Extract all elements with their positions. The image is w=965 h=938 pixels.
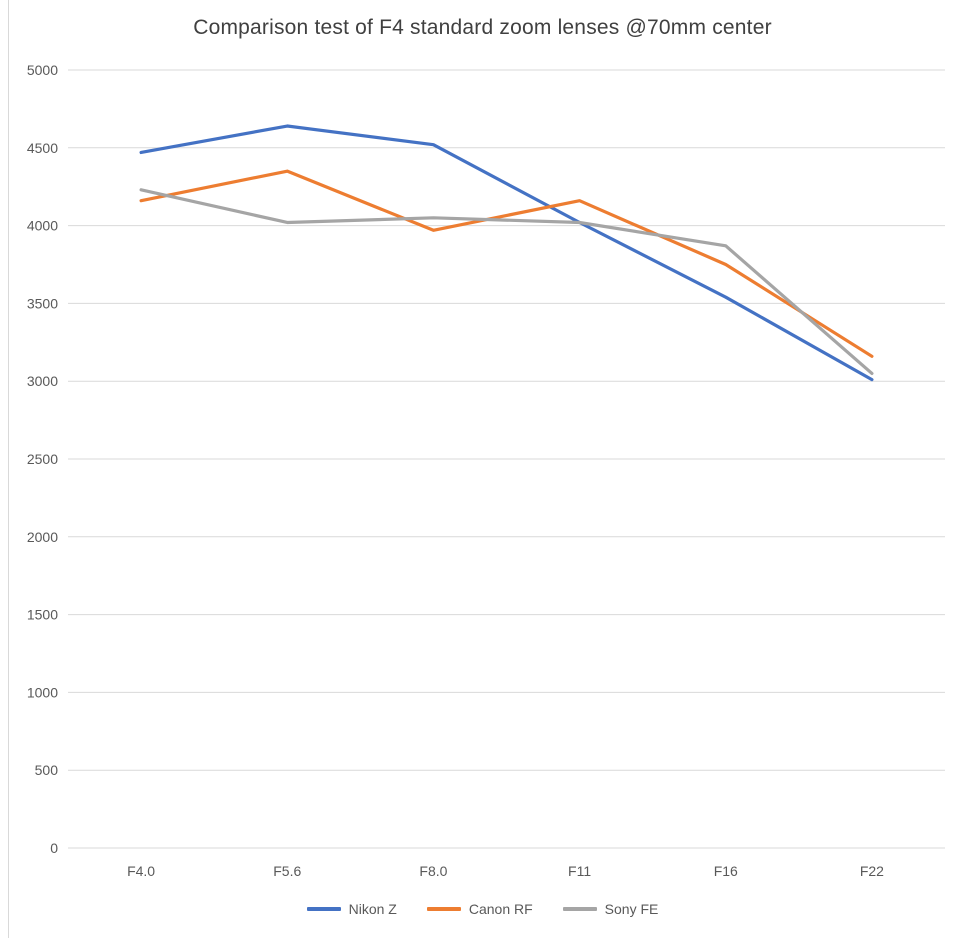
y-axis-tick-label: 0 — [50, 840, 58, 856]
y-axis-tick-label: 4000 — [27, 218, 58, 234]
legend-item-sony-fe: Sony FE — [562, 901, 659, 917]
y-axis-tick-label: 3000 — [27, 373, 58, 389]
y-axis-tick-label: 4500 — [27, 140, 58, 156]
y-axis-tick-label: 500 — [35, 762, 59, 778]
series-line-canon-rf — [139, 169, 874, 358]
series-line-nikon-z — [139, 124, 874, 382]
legend-swatch — [562, 907, 597, 911]
legend-label: Nikon Z — [348, 901, 397, 917]
legend-label: Canon RF — [468, 901, 533, 917]
y-axis-tick-label: 1500 — [27, 607, 58, 623]
series-line-sony-fe — [139, 188, 874, 376]
x-axis-tick-label: F5.6 — [273, 863, 301, 879]
y-axis-tick-label: 2000 — [27, 529, 58, 545]
chart-title: Comparison test of F4 standard zoom lens… — [193, 16, 772, 39]
x-axis-tick-label: F11 — [568, 863, 591, 879]
y-axis-tick-label: 5000 — [27, 62, 58, 78]
x-axis-tick-label: F16 — [714, 863, 738, 879]
legend-label: Sony FE — [604, 901, 659, 917]
screenshot-edge-line — [8, 0, 9, 938]
x-axis-tick-label: F22 — [860, 863, 884, 879]
x-axis-tick-label: F4.0 — [127, 863, 155, 879]
y-axis-tick-label: 3500 — [27, 295, 58, 311]
legend-item-nikon-z: Nikon Z — [306, 901, 397, 917]
legend: Nikon Z Canon RF Sony FE — [0, 901, 965, 917]
legend-swatch — [426, 907, 461, 911]
y-axis-tick-label: 1000 — [27, 684, 58, 700]
x-axis-tick-label: F8.0 — [419, 863, 447, 879]
legend-item-canon-rf: Canon RF — [426, 901, 533, 917]
legend-swatch — [306, 907, 341, 911]
y-axis-tick-label: 2500 — [27, 451, 58, 467]
